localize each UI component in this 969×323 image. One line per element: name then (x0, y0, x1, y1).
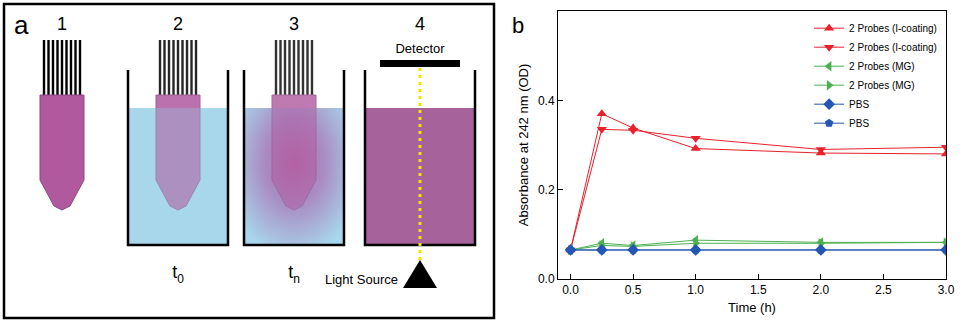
svg-text:1.5: 1.5 (750, 283, 767, 297)
svg-text:2: 2 (173, 14, 183, 34)
svg-text:0.0: 0.0 (538, 272, 555, 286)
svg-text:Time (h): Time (h) (728, 300, 776, 315)
svg-text:0.5: 0.5 (625, 283, 642, 297)
svg-text:PBS: PBS (849, 99, 869, 110)
svg-text:0.2: 0.2 (538, 183, 555, 197)
svg-text:PBS: PBS (849, 118, 869, 129)
svg-text:b: b (512, 13, 524, 38)
svg-text:a: a (14, 10, 29, 40)
svg-text:2 Probes (I-coating): 2 Probes (I-coating) (849, 23, 937, 34)
svg-text:1: 1 (57, 14, 67, 34)
svg-text:2 Probes (MG): 2 Probes (MG) (849, 61, 915, 72)
svg-text:Light Source: Light Source (325, 272, 398, 287)
svg-text:t0: t0 (172, 262, 184, 286)
svg-text:0.4: 0.4 (538, 94, 555, 108)
svg-text:Absorbance at 242 nm (OD): Absorbance at 242 nm (OD) (516, 64, 531, 227)
svg-text:4: 4 (415, 14, 425, 34)
svg-text:tn: tn (288, 262, 300, 286)
svg-text:2.5: 2.5 (875, 283, 892, 297)
svg-text:2.0: 2.0 (812, 283, 829, 297)
svg-text:2 Probes (I-coating): 2 Probes (I-coating) (849, 42, 937, 53)
svg-text:Detector: Detector (395, 41, 445, 56)
svg-text:3: 3 (289, 14, 299, 34)
svg-text:3.0: 3.0 (938, 283, 955, 297)
svg-text:0.0: 0.0 (562, 283, 579, 297)
svg-text:2 Probes (MG): 2 Probes (MG) (849, 80, 915, 91)
svg-text:1.0: 1.0 (687, 283, 704, 297)
